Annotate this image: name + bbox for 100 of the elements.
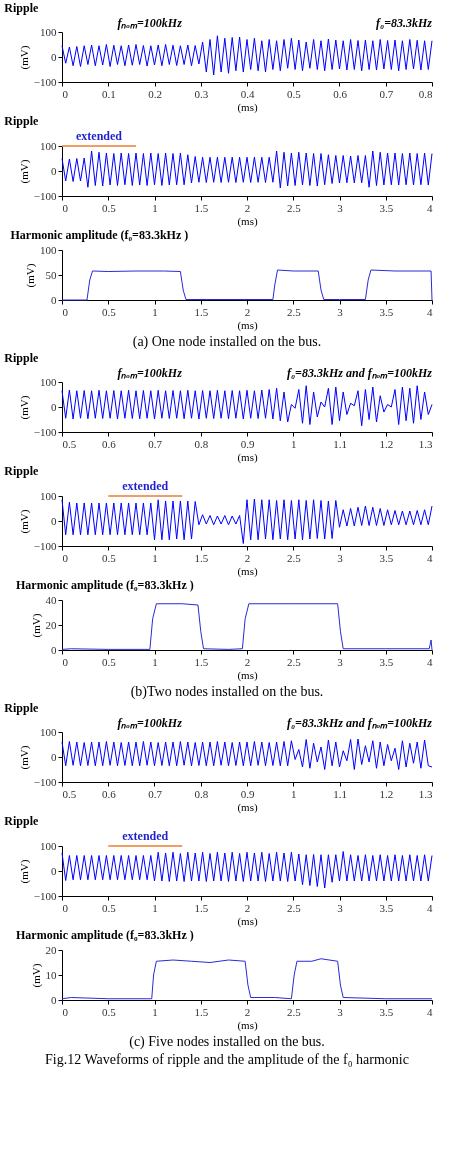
x-tick-label: 2.5 <box>286 1005 302 1018</box>
x-tick-label: 0.7 <box>148 437 163 450</box>
x-axis-title: (ms) <box>237 564 258 578</box>
x-tick-label: 2.5 <box>286 201 302 214</box>
x-tick-label: 2.5 <box>286 655 302 668</box>
y-axis-title: (mV) <box>17 745 31 770</box>
x-tick-label: 1 <box>152 1005 158 1018</box>
x-tick-label: 3.5 <box>379 201 394 214</box>
x-tick-label: 1 <box>152 305 158 318</box>
x-tick-label: 0 <box>62 87 69 100</box>
y-tick-label: 100 <box>40 839 57 852</box>
x-axis-title: (ms) <box>237 668 258 682</box>
y-tick-label: −100 <box>33 775 57 788</box>
x-tick-label: 1.3 <box>418 437 433 450</box>
x-tick-label: 1.5 <box>194 201 209 214</box>
y-tick-label: 0 <box>51 750 57 763</box>
y-tick-label: 100 <box>40 725 57 738</box>
x-tick-label: 0 <box>62 305 69 318</box>
y-tick-label: 100 <box>40 375 57 388</box>
x-tick-label: 3 <box>337 1005 344 1018</box>
x-tick-label: 0.8 <box>194 437 209 450</box>
x-tick-label: 2 <box>244 901 251 914</box>
text: f₀=83.3kHz <box>375 16 433 30</box>
x-axis-title: (ms) <box>237 914 258 928</box>
y-tick-label: 100 <box>40 139 57 152</box>
x-tick-label: 0.6 <box>333 87 348 100</box>
line-series <box>61 385 433 427</box>
x-axis-title: (ms) <box>237 100 258 114</box>
y-tick-label: −100 <box>33 889 57 902</box>
x-tick-label: 4 <box>427 901 433 914</box>
x-tick-label: 2 <box>244 201 251 214</box>
x-tick-label: 0 <box>62 551 69 564</box>
x-tick-label: 1 <box>291 437 297 450</box>
line-series <box>61 738 433 770</box>
x-tick-label: 0.9 <box>240 787 255 800</box>
x-tick-label: 3.5 <box>379 901 394 914</box>
x-tick-label: 0.5 <box>62 787 77 800</box>
line-series <box>61 150 433 189</box>
x-tick-label: 2 <box>244 1005 251 1018</box>
x-tick-label: 0 <box>62 901 69 914</box>
x-tick-label: 0.5 <box>101 901 117 914</box>
x-tick-label: 0.8 <box>418 87 433 100</box>
y-tick-label: 40 <box>45 593 57 606</box>
x-tick-label: 2 <box>244 305 251 318</box>
line-series <box>61 851 433 889</box>
y-tick-label: 20 <box>45 618 57 631</box>
x-tick-label: 3 <box>337 901 344 914</box>
chart-title: Ripple <box>4 464 39 478</box>
y-tick-label: 0 <box>51 293 57 306</box>
y-axis-title: (mV) <box>24 263 37 288</box>
x-tick-label: 3.5 <box>379 655 394 668</box>
x-tick-label: 1 <box>152 655 158 668</box>
y-tick-label: 50 <box>45 268 57 281</box>
x-tick-label: 1 <box>291 787 297 800</box>
x-tick-label: 1.1 <box>333 787 347 800</box>
y-tick-label: −100 <box>33 189 57 202</box>
text: fₙₒₘ=100kHz <box>117 16 183 30</box>
x-tick-label: 1 <box>152 901 158 914</box>
x-tick-label: 0 <box>62 201 69 214</box>
x-tick-label: 0.7 <box>379 87 394 100</box>
x-axis-title: (ms) <box>237 214 258 228</box>
x-tick-label: 0.4 <box>240 87 255 100</box>
x-tick-label: 3.5 <box>379 551 394 564</box>
text: fₙₒₘ=100kHz <box>117 366 183 380</box>
x-tick-label: 3.5 <box>379 1005 394 1018</box>
x-axis-title: (ms) <box>237 450 258 464</box>
x-tick-label: 0.5 <box>62 437 77 450</box>
y-tick-label: 0 <box>51 164 57 177</box>
x-tick-label: 1 <box>152 201 158 214</box>
text: extended <box>76 129 123 143</box>
y-axis-title: (mV) <box>17 509 31 534</box>
y-axis-title: (mV) <box>17 45 31 70</box>
chart-title: Ripple <box>4 1 39 15</box>
x-tick-label: 0.6 <box>101 787 117 800</box>
y-tick-label: −100 <box>33 539 57 552</box>
x-tick-label: 0.5 <box>286 87 302 100</box>
chart-title: Harmonic amplitude (f₀=83.3kHz ) <box>10 228 189 242</box>
text: (b)Two nodes installed on the bus. <box>130 684 324 700</box>
y-axis-title: (mV) <box>29 613 43 638</box>
y-axis-title: (mV) <box>29 963 43 988</box>
x-tick-label: 0.5 <box>101 305 117 318</box>
chart-title: Ripple <box>4 814 39 828</box>
chart-title: Harmonic amplitude (f₀=83.3kHz ) <box>16 578 194 592</box>
x-tick-label: 0.7 <box>148 787 163 800</box>
x-tick-label: 2 <box>244 655 251 668</box>
text: f₀=83.3kHz and fₙₒₘ=100kHz <box>286 716 433 730</box>
text: extended <box>122 479 169 493</box>
x-tick-label: 0.9 <box>240 437 255 450</box>
x-tick-label: 2.5 <box>286 305 302 318</box>
text: f₀=83.3kHz and fₙₒₘ=100kHz <box>286 366 433 380</box>
x-tick-label: 0.5 <box>101 655 117 668</box>
x-tick-label: 3 <box>337 201 344 214</box>
x-tick-label: 1.5 <box>194 901 209 914</box>
text: (a) One node installed on the bus. <box>132 334 322 350</box>
x-tick-label: 4 <box>427 1005 433 1018</box>
x-tick-label: 0.1 <box>101 87 116 100</box>
x-tick-label: 0.3 <box>194 87 209 100</box>
y-tick-label: 0 <box>51 993 57 1006</box>
x-tick-label: 4 <box>427 551 433 564</box>
y-tick-label: 10 <box>45 968 57 981</box>
